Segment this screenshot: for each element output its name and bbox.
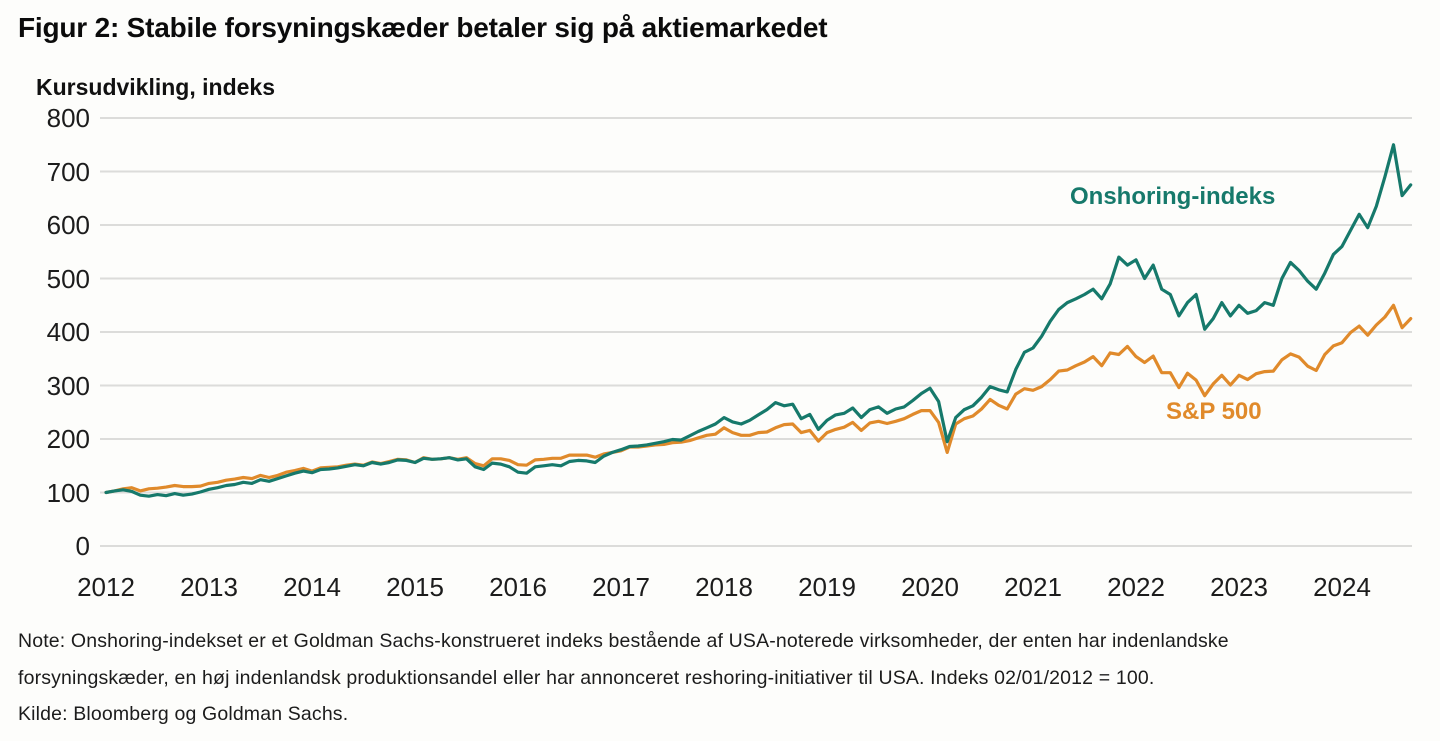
x-tick-label-2020: 2020 xyxy=(901,572,959,602)
onshoring-indeks-line xyxy=(104,143,1413,498)
series-label-sp500: S&P 500 xyxy=(1166,398,1262,425)
source-text: Kilde: Bloomberg og Goldman Sachs. xyxy=(18,703,349,725)
x-tick-label-2013: 2013 xyxy=(180,572,238,602)
y-tick-label-700: 700 xyxy=(46,156,90,187)
note-text-line-1: Note: Onshoring-indekset er et Goldman S… xyxy=(18,630,1229,652)
x-tick-label-2024: 2024 xyxy=(1313,572,1371,602)
y-tick-label-400: 400 xyxy=(46,317,90,347)
y-tick-label-500: 500 xyxy=(46,263,90,294)
y-axis-title: Kursudvikling, indeks xyxy=(36,74,275,100)
note-text-line-2: forsyningskæder, en høj indenlandsk prod… xyxy=(18,667,1155,689)
x-tick-label-2016: 2016 xyxy=(489,572,547,602)
y-tick-label-0: 0 xyxy=(75,531,90,561)
y-tick-label-200: 200 xyxy=(46,424,90,454)
x-tick-label-2023: 2023 xyxy=(1210,572,1268,602)
series-label-onshoring: Onshoring-indeks xyxy=(1070,183,1276,210)
x-tick-label-2014: 2014 xyxy=(283,572,341,602)
x-tick-label-2019: 2019 xyxy=(798,572,856,602)
x-tick-label-2021: 2021 xyxy=(1004,572,1062,602)
y-tick-label-800: 800 xyxy=(46,103,90,133)
x-tick-label-2018: 2018 xyxy=(695,572,753,602)
x-tick-label-2015: 2015 xyxy=(386,572,444,602)
figure-title: Figur 2: Stabile forsyningskæder betaler… xyxy=(18,12,828,43)
y-tick-label-300: 300 xyxy=(46,370,90,401)
x-tick-label-2022: 2022 xyxy=(1107,572,1165,602)
y-tick-label-600: 600 xyxy=(46,210,90,240)
y-tick-label-100: 100 xyxy=(46,477,90,508)
x-tick-label-2017: 2017 xyxy=(592,572,650,602)
x-tick-label-2012: 2012 xyxy=(77,572,135,602)
